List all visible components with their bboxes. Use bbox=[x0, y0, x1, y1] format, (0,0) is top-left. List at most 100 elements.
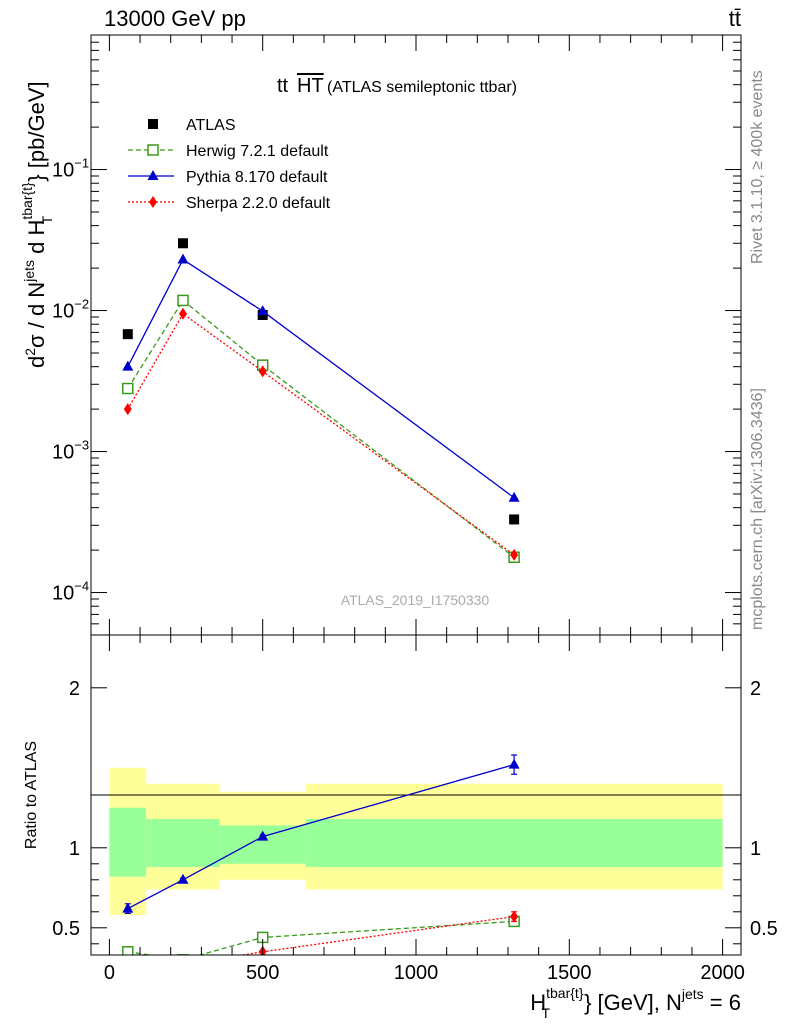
ylabel-sup2: 2 bbox=[22, 348, 38, 356]
process-label: tt̄ bbox=[729, 6, 741, 31]
point-herwig bbox=[122, 382, 134, 395]
ratio-xtick-label: 0 bbox=[104, 962, 115, 984]
legend-item-atlas: ATLAS bbox=[148, 117, 236, 134]
legend-item-pythia: Pythia 8.170 default bbox=[128, 169, 328, 186]
legend-marker-sherpa bbox=[149, 196, 157, 208]
ratio-point-pythia bbox=[508, 758, 520, 769]
ratio-line-pythia bbox=[127, 763, 515, 910]
ylabel-supjets: jets bbox=[21, 260, 37, 283]
mcplots-label: mcplots.cern.ch [arXiv:1306.3436] bbox=[749, 388, 766, 630]
ratio-point-herwig bbox=[122, 946, 134, 955]
ylabel-subt: T bbox=[39, 215, 55, 224]
main-series bbox=[122, 238, 520, 563]
band-inner bbox=[305, 819, 723, 867]
legend-label-atlas: ATLAS bbox=[186, 117, 236, 134]
ratio-point-pythia bbox=[122, 902, 134, 913]
point-atlas bbox=[122, 329, 133, 340]
series-atlas bbox=[122, 238, 520, 525]
main-ytick-label: 10−2 bbox=[52, 297, 89, 323]
main-ytick-label: 10−1 bbox=[52, 156, 89, 182]
xlabel-supjets: jets bbox=[681, 986, 704, 1002]
title-main: tt bbox=[277, 75, 289, 97]
ylabel-unit: } [pb/GeV] bbox=[24, 81, 49, 181]
ratio-xtick-label: 1000 bbox=[394, 962, 439, 984]
ylabel-dh: d H bbox=[24, 220, 49, 260]
legend-item-sherpa: Sherpa 2.2.0 default bbox=[128, 195, 331, 212]
title-sub: (ATLAS semileptonic ttbar) bbox=[327, 79, 517, 96]
svg-text:d2σ / d Njets d Htbar{t}T} [pb: d2σ / d Njets d Htbar{t} T } [pb/GeV] bbox=[19, 81, 55, 368]
point-atlas bbox=[177, 238, 188, 249]
point-sherpa bbox=[123, 403, 132, 416]
series-herwig bbox=[122, 294, 520, 563]
point-sherpa bbox=[178, 307, 187, 320]
point-sherpa bbox=[258, 365, 267, 378]
legend-label-sherpa: Sherpa 2.2.0 default bbox=[186, 195, 331, 212]
legend-label-pythia: Pythia 8.170 default bbox=[186, 169, 328, 186]
xlabel-sub: T bbox=[542, 1005, 551, 1021]
main-ytick-label: 10−4 bbox=[52, 579, 89, 605]
ratio-ytick-label: 1 bbox=[69, 838, 80, 860]
ratio-ytick-label-right: 0.5 bbox=[750, 918, 778, 940]
series-sherpa bbox=[123, 307, 519, 561]
main-ytick-label: 10−3 bbox=[52, 438, 89, 464]
point-pythia bbox=[508, 491, 520, 502]
legend-item-herwig: Herwig 7.2.1 default bbox=[128, 143, 329, 160]
xlabel-h: H bbox=[530, 990, 546, 1015]
ratio-point-pythia bbox=[177, 873, 189, 884]
point-pythia bbox=[257, 305, 269, 316]
band-inner bbox=[146, 819, 220, 867]
ratio-line-sherpa bbox=[238, 915, 515, 955]
ratio-uncertainty-bands bbox=[109, 767, 723, 915]
ratio-point-sherpa bbox=[510, 910, 519, 923]
point-pythia bbox=[122, 360, 134, 371]
ylabel-d: d bbox=[24, 356, 49, 368]
legend-marker-herwig bbox=[147, 144, 159, 156]
series-pythia bbox=[122, 253, 520, 502]
ratio-point-sherpa bbox=[124, 955, 132, 967]
ylabel-sigma: σ / d N bbox=[24, 282, 49, 348]
ratio-series bbox=[122, 754, 520, 971]
ratio-ytick-label-right: 1 bbox=[750, 838, 761, 860]
main-ticks: 10−1 10−2 10−3 10−4 bbox=[52, 34, 741, 636]
band-inner bbox=[109, 807, 147, 877]
ratio-series-sherpa bbox=[124, 910, 519, 971]
point-pythia bbox=[177, 253, 189, 264]
series-line-sherpa bbox=[127, 312, 515, 556]
ratio-ytick-label: 0.5 bbox=[52, 918, 80, 940]
ratio-ylabel: Ratio to ATLAS bbox=[23, 741, 40, 849]
ratio-point-herwig bbox=[177, 954, 189, 955]
rivet-label: Rivet 3.1.10, ≥ 400k events bbox=[749, 70, 766, 264]
ratio-point-pythia bbox=[257, 830, 269, 841]
xlabel-rest: } [GeV], N bbox=[584, 990, 682, 1015]
series-line-herwig bbox=[127, 299, 515, 558]
point-sherpa bbox=[510, 548, 519, 561]
legend-marker-pythia bbox=[147, 170, 159, 180]
point-atlas bbox=[509, 514, 520, 525]
ratio-plot: 0.5 0.5 1 1 2 2 0 500 1000 1500 2000 Ratio to ATLA… bbox=[23, 634, 778, 1021]
ratio-point-sherpa bbox=[179, 959, 187, 971]
ratio-series-pythia bbox=[122, 754, 520, 915]
title-over: HT bbox=[297, 75, 324, 97]
ratio-ytick-label: 2 bbox=[69, 678, 80, 700]
main-ylabel: d2σ / d Njets d Htbar{t} T } [pb/GeV] bbox=[19, 81, 55, 368]
ratio-xlabel: Htbar{t} T } [GeV], Njets = 6 bbox=[530, 985, 741, 1021]
xlabel-sup: tbar{t} bbox=[546, 985, 584, 1001]
ratio-xtick-label: 500 bbox=[246, 962, 279, 984]
ratio-xtick-label: 1500 bbox=[547, 962, 592, 984]
ratio-ytick-label-right: 2 bbox=[750, 678, 761, 700]
plot-title: tt HT (ATLAS semileptonic ttbar) bbox=[277, 73, 517, 97]
legend-label-herwig: Herwig 7.2.1 default bbox=[186, 143, 329, 160]
ratio-xtick-label: 2000 bbox=[700, 962, 745, 984]
legend-marker-atlas bbox=[148, 119, 158, 129]
ratio-series-herwig bbox=[122, 915, 520, 955]
analysis-watermark: ATLAS_2019_I1750330 bbox=[341, 592, 490, 608]
point-herwig bbox=[177, 294, 189, 307]
ratio-ticks: 0.5 0.5 1 1 2 2 0 500 1000 1500 2000 bbox=[52, 635, 778, 984]
collision-label: 13000 GeV pp bbox=[104, 6, 246, 31]
legend: ATLAS Herwig 7.2.1 default Pythia 8.170 de… bbox=[128, 117, 331, 212]
xlabel-tail: = 6 bbox=[704, 990, 741, 1015]
series-line-pythia bbox=[127, 258, 515, 499]
main-plot: 10−1 10−2 10−3 10−4 tt HT (ATLAS semilepton… bbox=[19, 34, 742, 636]
ylabel-suph: tbar{t} bbox=[19, 182, 35, 220]
